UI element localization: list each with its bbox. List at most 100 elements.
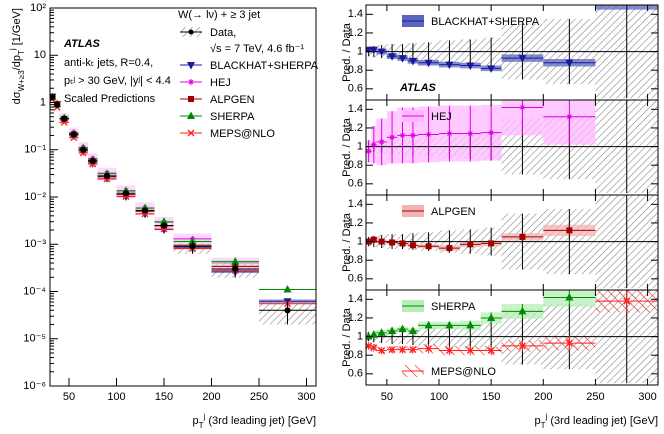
ratio-area <box>366 290 658 384</box>
y-tick-label: 0.8 <box>348 349 363 361</box>
marker <box>408 57 417 66</box>
marker <box>389 239 396 246</box>
legend-title: W(→ lν) + ≥ 3 jet <box>178 9 260 21</box>
marker <box>466 320 475 329</box>
marker <box>370 344 378 352</box>
marker <box>425 131 432 138</box>
marker <box>377 48 386 57</box>
marker <box>398 55 407 63</box>
marker <box>378 138 385 145</box>
marker <box>377 328 386 336</box>
marker <box>446 245 453 252</box>
x-tick-label: 200 <box>534 391 552 403</box>
marker <box>519 104 526 111</box>
marker <box>366 342 373 350</box>
y-tick-label: 0.6 <box>348 273 363 285</box>
marker <box>370 236 377 243</box>
ratio-label: Pred. / Data <box>341 22 353 82</box>
legend-label: √s = 7 TeV, 4.6 fb⁻¹ <box>210 43 304 55</box>
annotation: pₜʲ > 30 GeV, |yʲ| < 4.4 <box>64 75 171 87</box>
marker <box>445 61 454 70</box>
y-tick-label: 10⁻⁶ <box>23 380 46 392</box>
marker <box>89 157 96 165</box>
ratio-area <box>366 5 658 99</box>
marker <box>122 190 130 197</box>
label-part: j <box>8 48 17 51</box>
y-tick-label: 0.8 <box>348 64 363 76</box>
x-tick-label: 200 <box>202 391 220 403</box>
marker <box>487 313 496 321</box>
marker <box>467 130 474 137</box>
marker <box>370 141 377 148</box>
y-tick-label: 1 <box>40 96 46 108</box>
label-part: W+≥3 <box>17 70 26 92</box>
marker <box>565 292 574 301</box>
x-tick-label: 50 <box>381 391 393 403</box>
x-tick-label: 250 <box>250 391 268 403</box>
marker <box>399 346 406 354</box>
marker <box>425 243 432 250</box>
legend-label: HEJ <box>431 111 452 123</box>
legend-label: MEPS@NLO <box>431 366 496 378</box>
y-tick-label: 1.4 <box>348 8 363 20</box>
label-part: /dp <box>11 55 23 70</box>
marker <box>61 115 68 122</box>
marker <box>232 265 239 273</box>
y-tick-label: 0.6 <box>348 83 363 95</box>
marker <box>445 347 453 355</box>
legend-label: ALPGEN <box>431 206 476 218</box>
legend-marker <box>188 29 194 35</box>
label-part: T <box>541 421 546 430</box>
y-tick-label: 1 <box>357 45 363 57</box>
annotation: anti-kₜ jets, R=0.4, <box>64 57 153 69</box>
marker <box>186 62 196 70</box>
legend-label: BLACKHAT+SHERPA <box>210 60 319 72</box>
marker <box>518 342 526 350</box>
x-tick-label: 50 <box>63 391 75 403</box>
y-tick-label: 10⁻¹ <box>24 144 46 156</box>
marker <box>388 326 397 334</box>
marker <box>283 284 292 293</box>
label-part: T <box>199 421 204 430</box>
marker <box>141 207 149 214</box>
y-tick-label: 0.8 <box>348 159 363 171</box>
marker <box>188 79 194 85</box>
marker <box>409 346 417 354</box>
y-tick-label: 1.2 <box>348 27 363 39</box>
marker <box>388 346 396 354</box>
y-tick-label: 10 <box>34 49 46 61</box>
marker <box>425 345 433 353</box>
marker <box>566 227 573 234</box>
y-tick-label: 10² <box>30 2 46 14</box>
x-tick-label: 250 <box>586 391 604 403</box>
marker <box>519 233 526 240</box>
marker <box>80 146 87 153</box>
x-tick-label: 300 <box>638 391 656 403</box>
y-tick-label: 10⁻² <box>24 191 46 203</box>
y-tick-label: 1.2 <box>348 122 363 134</box>
y-tick-label: 1 <box>357 235 363 247</box>
marker <box>488 240 495 247</box>
marker <box>388 53 397 61</box>
legend-label: MEPS@NLO <box>210 128 275 140</box>
label-part: j <box>203 412 206 421</box>
marker <box>366 46 373 55</box>
marker <box>409 132 416 139</box>
y-tick-label: 10⁻³ <box>24 238 46 250</box>
marker <box>378 347 386 355</box>
annotation: Scaled Predictions <box>64 93 156 105</box>
x-tick-label: 100 <box>430 391 448 403</box>
marker <box>284 307 291 314</box>
ratio-area <box>366 195 658 289</box>
marker <box>188 96 194 102</box>
marker <box>186 111 196 119</box>
marker <box>623 297 631 305</box>
marker <box>369 330 378 338</box>
atlas-label: ATLAS <box>63 38 101 50</box>
atlas-label: ATLAS <box>399 82 437 94</box>
y-tick-label: 10⁻⁴ <box>23 285 46 297</box>
axis-label: dσW+≥3/dpTj [1/GeV] <box>8 8 26 104</box>
legend-label: Data, <box>210 27 236 39</box>
y-tick-label: 1 <box>357 140 363 152</box>
